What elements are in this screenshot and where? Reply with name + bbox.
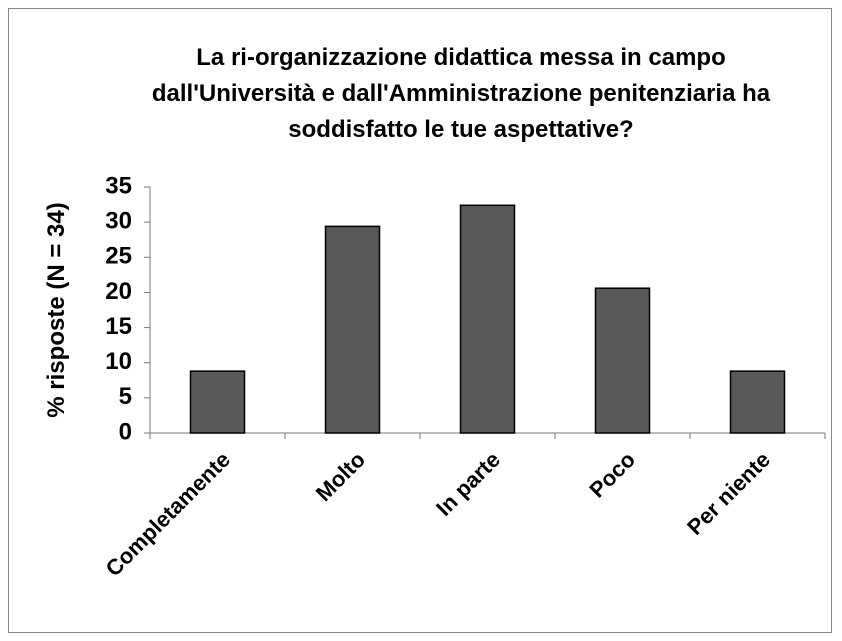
bar	[729, 370, 786, 434]
y-tick-label: 35	[105, 172, 132, 199]
bar	[324, 225, 381, 434]
x-tick-label: Poco	[584, 447, 640, 503]
bar	[459, 204, 516, 434]
chart-title: La ri-organizzazione didattica messa in …	[151, 44, 771, 143]
x-tick-label: In parte	[431, 447, 505, 521]
bar	[594, 287, 651, 434]
x-tick-label: Per niente	[682, 447, 775, 540]
y-tick-label: 25	[105, 243, 132, 270]
y-tick-label: 5	[119, 383, 132, 410]
y-tick-label: 20	[105, 278, 132, 305]
bar	[189, 370, 246, 434]
chart-frame	[8, 8, 832, 633]
x-tick-label: Molto	[311, 447, 370, 506]
y-tick-label: 0	[119, 418, 132, 445]
x-tick-label: Completamente	[101, 447, 235, 581]
y-tick-label: 10	[105, 348, 132, 375]
y-tick-label: 30	[105, 207, 132, 234]
y-tick-label: 15	[105, 313, 132, 340]
y-axis-label: % risposte (N = 34)	[43, 202, 70, 417]
